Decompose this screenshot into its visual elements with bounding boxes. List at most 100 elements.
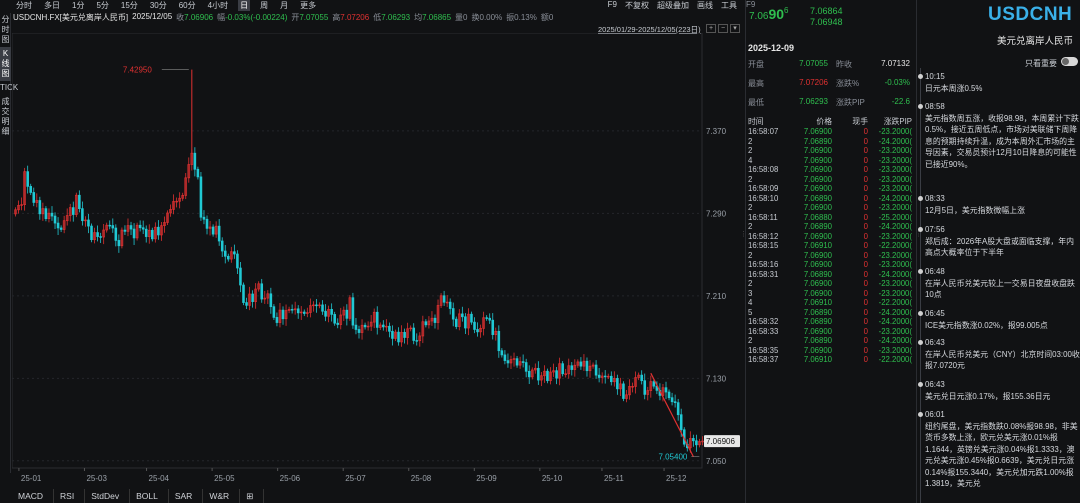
tick-price: 7.06900	[803, 155, 832, 165]
toolbar-item[interactable]: 超级叠加	[657, 1, 689, 10]
candle-body	[333, 314, 336, 324]
candle	[442, 290, 446, 306]
period-tab[interactable]: 分时	[16, 1, 32, 10]
news-item[interactable]: 06:45 ICE美元指数涨0.02%，报99.005点	[925, 308, 1080, 331]
indicator-tab[interactable]: StdDev	[85, 489, 131, 503]
period-tab[interactable]: 5分	[96, 1, 109, 10]
indicator-tab[interactable]: SAR	[169, 489, 204, 503]
period-tab[interactable]: 更多	[300, 1, 317, 10]
zoom-out-icon[interactable]: −	[718, 24, 728, 33]
news-item[interactable]: 06:48 在岸人民币兑美元较上一交易日夜盘收盘跌10点	[925, 266, 1080, 301]
candle	[616, 374, 619, 395]
candle-body	[312, 304, 315, 307]
period-tab[interactable]: 4小时	[207, 1, 229, 10]
period-tab[interactable]: 月	[280, 1, 289, 10]
candle	[29, 183, 33, 196]
tick-time: 16:58:10	[748, 193, 779, 203]
candle-body	[570, 365, 574, 370]
tick-vol: 0	[863, 212, 868, 222]
candle-body	[339, 314, 343, 325]
indicator-tab[interactable]: W&R	[203, 489, 241, 503]
panel-resize-handle[interactable]: ⋮	[740, 231, 747, 238]
candle	[582, 354, 586, 372]
candle	[56, 217, 60, 236]
candle	[211, 224, 215, 237]
important-only-toggle[interactable]	[1061, 57, 1078, 66]
candle	[20, 197, 23, 211]
period-tab[interactable]: 30分	[149, 1, 167, 10]
candle	[454, 316, 458, 330]
candle	[430, 311, 434, 326]
news-item[interactable]: 10:15 日元本周涨0.5%	[925, 71, 1080, 94]
news-item[interactable]: 06:43 在岸人民币兑美元（CNY）北京时间03:00收报7.0720元	[925, 337, 1080, 372]
tick-vol: 0	[863, 136, 868, 146]
indicator-tab[interactable]: MACD	[12, 489, 55, 503]
candle-body	[512, 358, 516, 360]
news-text: ICE美元指数涨0.02%，报99.005点	[925, 320, 1048, 330]
news-item[interactable]: 06:43 美元兑日元涨0.17%，报155.36日元	[925, 379, 1080, 402]
tick-price: 7.06900	[803, 250, 832, 260]
candle-body	[111, 225, 115, 229]
candle	[59, 225, 63, 233]
candle-body	[625, 394, 628, 399]
candle	[333, 311, 336, 326]
toolbar-item[interactable]: 画线	[697, 1, 713, 10]
toolbar-item[interactable]: 工具	[721, 1, 737, 10]
candle-body	[20, 204, 23, 206]
candle-body	[646, 390, 650, 395]
add-indicator-icon[interactable]: ⊞	[240, 489, 265, 503]
zoom-in-icon[interactable]: +	[706, 24, 716, 33]
candle	[372, 308, 376, 329]
indicator-tab[interactable]: BOLL	[130, 489, 169, 503]
candle-body	[32, 192, 36, 203]
last-price-main: 90	[768, 6, 785, 22]
news-item[interactable]: 06:01 纽约尾盘，美元指数跌0.08%报98.98，非美货币多数上涨，欧元兑美…	[925, 409, 1080, 490]
period-tab[interactable]: 60分	[178, 1, 196, 10]
candle-body	[26, 171, 29, 187]
candle-body	[154, 226, 157, 240]
close-value: 7.06906	[184, 13, 214, 22]
candle	[567, 358, 571, 379]
candle-body	[236, 253, 239, 269]
tick-price: 7.06890	[803, 222, 832, 232]
view-tab[interactable]: 分时图	[1, 15, 10, 44]
news-panel	[916, 0, 1080, 503]
collapse-icon[interactable]: ▾	[730, 24, 740, 33]
candle-body	[391, 330, 394, 339]
y-axis: 7.370 7.290 7.210 7.130 7.050	[706, 127, 727, 466]
candle	[181, 192, 184, 201]
toolbar-item[interactable]: 不复权	[625, 1, 649, 10]
news-item[interactable]: 07:56 郑后成：2026年A股大盘或面临支撑，年内高点大概率位于下半年	[925, 224, 1080, 259]
view-tab[interactable]: 成交明细	[1, 97, 10, 136]
period-tab[interactable]: 日	[238, 0, 251, 11]
date-range-label[interactable]: 2025/01/29-2025/12/05(223日)	[598, 25, 701, 34]
candle-body	[214, 225, 218, 235]
candle-body	[50, 212, 54, 217]
indicator-tabs: MACD RSI StdDev BOLL SAR W&R ⊞	[12, 489, 265, 503]
news-time: 06:43	[925, 338, 945, 347]
period-tab[interactable]: 多日	[44, 1, 60, 10]
candle	[306, 307, 309, 318]
period-tab[interactable]: 15分	[120, 1, 138, 10]
panel-resize-handle[interactable]: ⋮	[915, 231, 922, 238]
x-tick-label: 25-07	[345, 474, 366, 483]
indicator-tab[interactable]: RSI	[54, 489, 86, 503]
view-tab[interactable]: TICK	[0, 83, 19, 92]
tick-price: 7.06900	[803, 260, 832, 270]
candle	[448, 298, 452, 315]
tick-row: 16:58:16 7.06900 0 -23.2000(	[748, 260, 913, 270]
news-time: 06:01	[925, 410, 945, 419]
view-tab[interactable]: K线图	[0, 47, 11, 81]
tick-chg: -24.2000(	[878, 193, 912, 203]
period-tab[interactable]: 周	[260, 1, 269, 10]
news-item[interactable]: 08:58 美元指数周五涨，收报98.98，本周累计下跌0.5%，接近五周低点，市…	[925, 101, 1080, 170]
toolbar-item[interactable]: F9	[607, 0, 617, 9]
tick-price: 7.06910	[803, 355, 832, 365]
news-item[interactable]: 08:33 12月5日，美元指数微幅上涨	[925, 193, 1080, 216]
period-tab[interactable]: 1分	[72, 1, 85, 10]
ticks-list[interactable]: 16:58:07 7.06900 0 -23.2000(2 7.06890 0 -24.20…	[748, 127, 913, 365]
tick-price: 7.06890	[803, 336, 832, 346]
quote-panel	[745, 0, 915, 503]
news-time: 06:45	[925, 309, 945, 318]
